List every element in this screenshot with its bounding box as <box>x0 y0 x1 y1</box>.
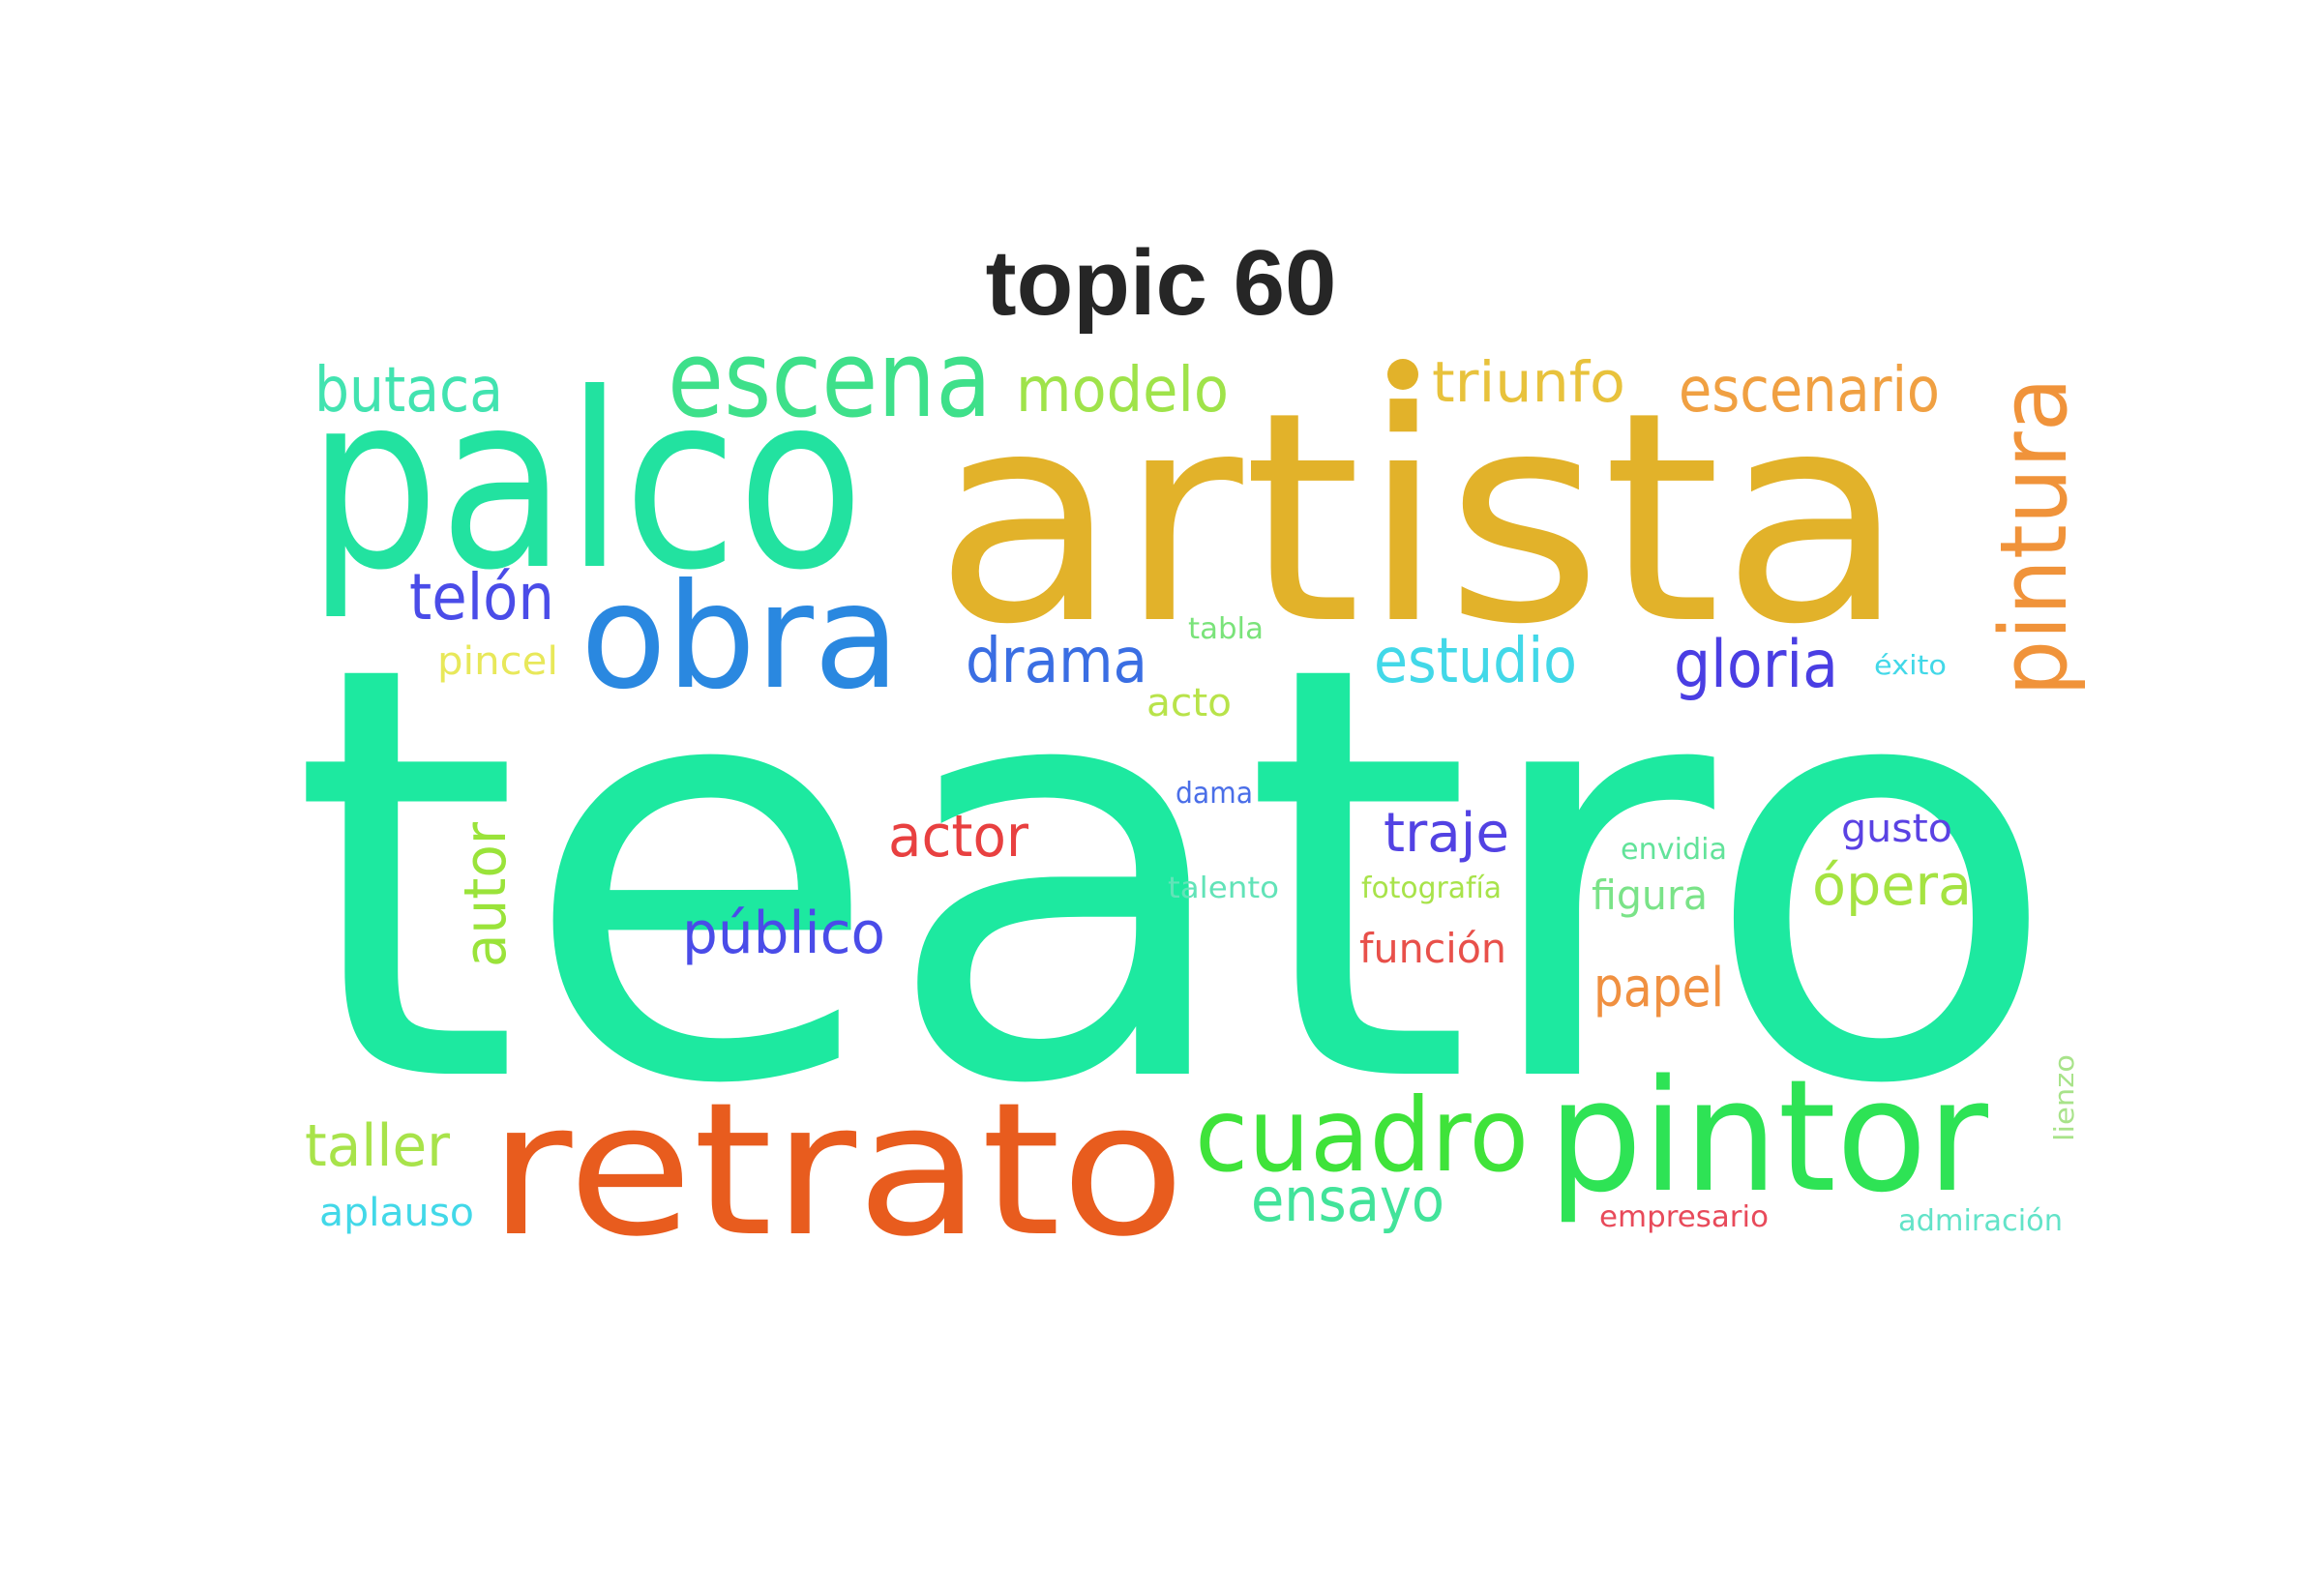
word-aplauso: aplauso <box>319 1191 474 1235</box>
word-figura: figura <box>1592 872 1708 919</box>
word-teatro: teatro <box>290 545 2061 1209</box>
word-exito: éxito <box>1874 649 1947 681</box>
word-artista: artista <box>934 350 1906 688</box>
word-fotografia: fotografía <box>1361 872 1502 905</box>
word-drama: drama <box>966 626 1147 697</box>
word-triunfo: triunfo <box>1432 349 1625 415</box>
word-telon: telón <box>409 560 554 635</box>
word-funcion: función <box>1359 925 1506 972</box>
word-escena: escena <box>668 317 992 441</box>
word-acto: acto <box>1146 681 1232 725</box>
word-pintor: pintor <box>1548 1046 1988 1227</box>
word-empresario: empresario <box>1599 1200 1769 1234</box>
word-escenario: escenario <box>1679 355 1940 427</box>
word-butaca: butaca <box>314 355 503 427</box>
word-envidia: envidia <box>1621 833 1727 867</box>
word-publico: público <box>682 900 885 967</box>
word-palco: palco <box>308 341 864 623</box>
word-autor: autor <box>452 822 520 967</box>
word-cuadro: cuadro <box>1195 1077 1529 1195</box>
word-pintura: pintura <box>1981 377 2088 696</box>
word-opera: ópera <box>1812 852 1972 918</box>
word-retrato: retrato <box>489 1063 1185 1277</box>
word-dama: dama <box>1176 777 1253 811</box>
word-traje: traje <box>1384 802 1509 865</box>
word-admiracion: admiración <box>1898 1204 2063 1238</box>
word-taller: taller <box>305 1112 450 1180</box>
word-ensayo: ensayo <box>1251 1165 1444 1235</box>
word-gloria: gloria <box>1674 627 1838 703</box>
wordcloud-title: topic 60 <box>985 231 1337 335</box>
word-modelo: modelo <box>1016 355 1229 427</box>
word-papel: papel <box>1593 957 1724 1020</box>
word-actor: actor <box>888 803 1028 871</box>
word-talento: talento <box>1168 872 1279 905</box>
word-lienzo: lienzo <box>2048 1054 2080 1141</box>
word-gusto: gusto <box>1841 807 1952 851</box>
word-obra: obra <box>580 553 900 722</box>
word-estudio: estudio <box>1374 626 1577 697</box>
word-pincel: pincel <box>437 639 558 684</box>
word-tabla: tabla <box>1188 612 1264 646</box>
dot-mark <box>1387 359 1418 390</box>
